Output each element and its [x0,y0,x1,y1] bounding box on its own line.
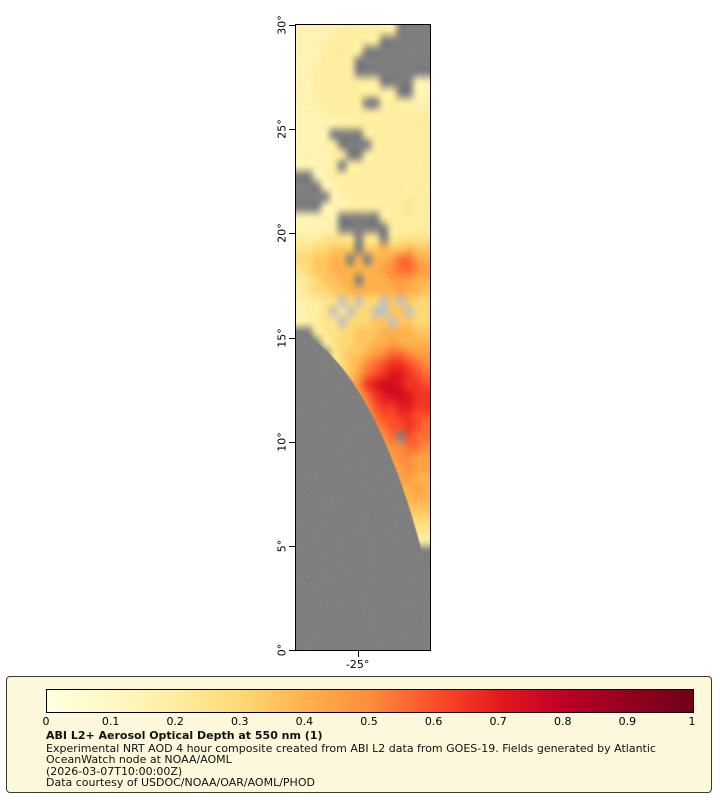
legend-credit: Data courtesy of USDOC/NOAA/OAR/AOML/PHO… [46,776,315,789]
y-axis-tick-label: 30° [275,15,289,35]
legend-description-line1: Experimental NRT AOD 4 hour composite cr… [46,741,656,755]
y-axis-tick-label: 15° [275,327,289,348]
colorbar-gradient [46,689,694,713]
colorbar-tick-label: 0.9 [618,715,637,728]
y-axis-tick-label: 20° [275,223,289,244]
y-axis-tick [289,337,295,339]
y-axis-tick-label: 5° [275,539,289,553]
y-axis-tick [289,441,295,443]
colorbar-tick-label: 0.4 [295,715,314,728]
y-axis-tick-label: 25° [275,119,289,139]
colorbar-tick-label: 0 [42,715,50,728]
y-axis-tick [289,233,295,235]
colorbar-tick-label: 0.3 [231,715,249,728]
colorbar-tick-label: 0.5 [360,715,378,728]
y-axis-tick [289,650,295,651]
legend-title: ABI L2+ Aerosol Optical Depth at 550 nm … [46,729,323,742]
colorbar-tick-label: 1 [688,715,696,728]
aod-map-canvas [296,25,430,650]
y-axis-tick [289,545,295,547]
y-axis-tick-label: 0° [275,643,289,657]
colorbar-tick-label: 0.8 [554,715,572,728]
x-axis-tick-label: -25° [345,658,370,671]
colorbar-tick-label: 0.2 [166,715,184,728]
colorbar-tick-label: 0.7 [489,715,507,728]
y-axis-tick-label: 10° [275,431,289,452]
legend-timestamp: (2026-03-07T10:00:00Z) [46,764,183,778]
colorbar-tick-label: 0.1 [101,715,120,728]
x-axis-tick [357,651,359,657]
legend-description-line2: OceanWatch node at NOAA/AOML [46,753,232,766]
y-axis-tick [289,25,295,26]
y-axis-tick [289,129,295,131]
legend-text-block: ABI L2+ Aerosol Optical Depth at 550 nm … [46,730,699,789]
colorbar-panel: 0 0.1 0.2 0.3 0.4 0.5 0.6 0.7 0.8 0.9 1 ABI L2+ Ae… [6,676,712,793]
map-plot-frame [295,24,431,651]
colorbar-tick-label: 0.6 [424,715,443,728]
